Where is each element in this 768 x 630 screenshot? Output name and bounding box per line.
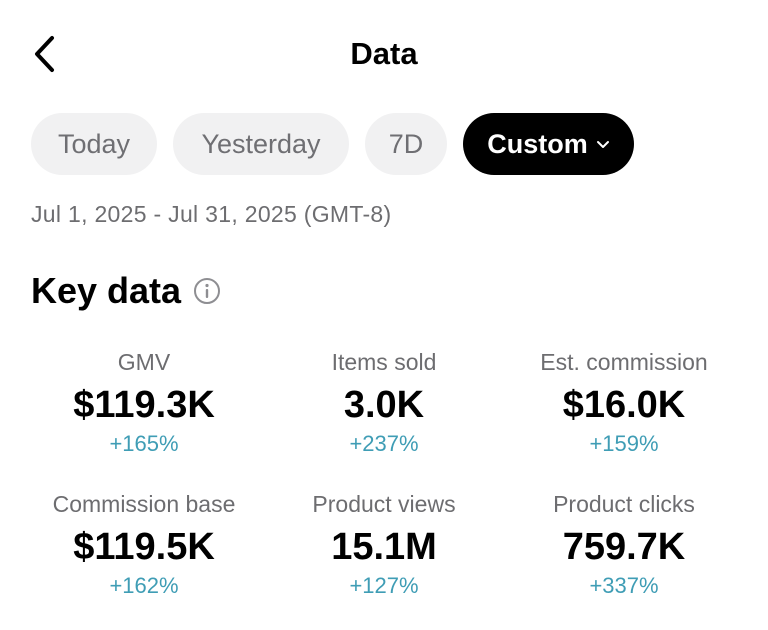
metric-value: 3.0K <box>343 384 425 426</box>
metric-change: +337% <box>589 573 659 598</box>
metric-change: +159% <box>589 431 659 456</box>
chip-7d[interactable]: 7D <box>365 113 447 175</box>
chevron-down-icon <box>596 141 609 148</box>
header: Data <box>0 0 768 110</box>
metric-label: Product views <box>312 491 456 517</box>
date-range-text: Jul 1, 2025 - Jul 31, 2025 (GMT-8) <box>31 201 392 227</box>
metric-items-sold[interactable]: Items sold 3.0K +237% <box>264 348 504 458</box>
back-button[interactable] <box>24 34 64 74</box>
metric-label: Est. commission <box>540 349 708 375</box>
metric-change: +237% <box>349 431 419 456</box>
chip-yesterday[interactable]: Yesterday <box>173 113 349 175</box>
metric-commission-base[interactable]: Commission base $119.5K +162% <box>24 490 264 600</box>
info-icon[interactable] <box>193 277 221 305</box>
section-title: Key data <box>31 270 182 311</box>
metric-label: Commission base <box>52 491 236 517</box>
chip-label: 7D <box>388 128 424 159</box>
metric-change: +162% <box>109 573 179 598</box>
key-data-header: Key data <box>31 270 221 312</box>
metric-product-views[interactable]: Product views 15.1M +127% <box>264 490 504 600</box>
metric-value: $119.3K <box>73 384 215 426</box>
chip-today[interactable]: Today <box>31 113 157 175</box>
metric-value: $119.5K <box>73 526 215 568</box>
metric-label: Product clicks <box>553 491 695 517</box>
metric-value: 759.7K <box>562 526 686 568</box>
metric-change: +127% <box>349 573 419 598</box>
chip-label: Custom <box>487 128 588 159</box>
metric-change: +165% <box>109 431 179 456</box>
metric-product-clicks[interactable]: Product clicks 759.7K +337% <box>504 490 744 600</box>
chip-custom[interactable]: Custom <box>463 113 634 175</box>
metric-est-commission[interactable]: Est. commission $16.0K +159% <box>504 348 744 458</box>
metric-value: 15.1M <box>331 526 437 568</box>
metric-label: GMV <box>117 349 171 375</box>
page-title: Data <box>350 36 418 71</box>
metric-label: Items sold <box>331 349 437 375</box>
metric-gmv[interactable]: GMV $119.3K +165% <box>24 348 264 458</box>
chip-label: Yesterday <box>201 128 321 159</box>
date-filter-chips: Today Yesterday 7D Custom <box>31 113 634 175</box>
chip-label: Today <box>57 128 131 159</box>
chevron-left-icon <box>35 36 54 72</box>
metric-value: $16.0K <box>562 384 686 426</box>
